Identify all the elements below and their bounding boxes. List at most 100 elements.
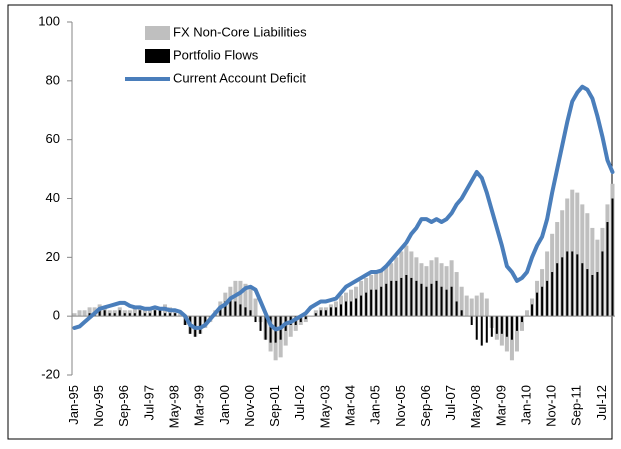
bar [375, 289, 378, 317]
bar [459, 286, 464, 317]
bar [319, 310, 322, 317]
bar [345, 301, 348, 317]
bar [385, 283, 388, 317]
bar [479, 292, 484, 317]
bar [520, 316, 523, 323]
x-tick-label: Jul-12 [594, 385, 609, 420]
bar [127, 310, 132, 317]
bar [556, 263, 559, 317]
bar [128, 313, 131, 317]
bar [435, 280, 438, 317]
x-tick-label: May-98 [167, 385, 182, 428]
bar [445, 289, 448, 317]
bar [224, 301, 227, 317]
bar [546, 280, 549, 317]
x-tick-label: May-08 [468, 385, 483, 428]
y-tick-label: 0 [53, 308, 60, 323]
bar [531, 304, 534, 317]
bar [248, 286, 253, 317]
bar [380, 286, 383, 317]
x-tick-label: Sep-96 [116, 385, 131, 427]
y-tick-label: 40 [46, 190, 60, 205]
x-tick-label: Nov-00 [242, 385, 257, 427]
x-tick-label: Mar-04 [342, 385, 357, 426]
bar [324, 310, 327, 317]
x-tick-label: Jul-07 [443, 385, 458, 420]
bar [541, 286, 544, 317]
x-tick-label: Sep-06 [418, 385, 433, 427]
y-tick-label: 100 [38, 13, 60, 28]
bar [500, 316, 503, 334]
x-tick-label: Jan-00 [217, 385, 232, 425]
legend-label: Portfolio Flows [173, 47, 259, 62]
x-tick-label: May-03 [317, 385, 332, 428]
x-tick-label: Jan-05 [368, 385, 383, 425]
bar [103, 310, 106, 317]
bar [122, 310, 127, 317]
legend-swatch [145, 26, 170, 40]
bar [259, 316, 262, 331]
bar [474, 295, 479, 317]
bar [455, 301, 458, 317]
bar [415, 280, 418, 317]
bar [138, 310, 141, 317]
bar [113, 313, 116, 317]
bar [147, 310, 152, 317]
bar [234, 301, 237, 317]
bar [420, 283, 423, 317]
bar [269, 316, 272, 343]
x-tick-label: Sep-11 [569, 385, 584, 426]
legend-label: Current Account Deficit [173, 70, 306, 85]
x-tick-label: Nov-10 [544, 385, 559, 427]
bar [360, 295, 363, 317]
bar [580, 204, 585, 317]
bar [264, 316, 267, 340]
bar [158, 310, 161, 317]
bar [536, 292, 539, 317]
bar [77, 310, 82, 317]
y-tick-label: -20 [41, 366, 60, 381]
bar [253, 298, 258, 317]
bar [454, 272, 459, 317]
bar [133, 313, 136, 317]
x-tick-label: Jul-97 [141, 385, 156, 420]
bar [148, 313, 151, 317]
bar [480, 316, 483, 346]
bar [229, 298, 232, 317]
bar [450, 286, 453, 317]
bar [591, 274, 594, 317]
bar [395, 280, 398, 317]
bar [204, 316, 207, 325]
bar [244, 307, 247, 317]
x-tick-label: Nov-05 [393, 385, 408, 427]
bar [108, 313, 111, 317]
bar [430, 283, 433, 317]
bar [238, 280, 243, 317]
bar [561, 257, 564, 317]
bar [576, 254, 579, 317]
bar [581, 263, 584, 317]
y-tick-label: 80 [46, 72, 60, 87]
x-tick-label: Mar-09 [493, 385, 508, 426]
x-tick-label: Jan-95 [66, 385, 81, 425]
bar [350, 301, 353, 317]
bar [400, 277, 403, 317]
bar [490, 316, 493, 337]
bar [606, 222, 609, 317]
bar [243, 283, 248, 317]
bar [82, 310, 87, 317]
bar [314, 313, 317, 317]
bar [510, 316, 513, 340]
bar [425, 286, 428, 317]
bar [390, 280, 393, 317]
bar [233, 280, 238, 317]
bar [551, 272, 554, 317]
bar [87, 307, 92, 317]
frame [7, 4, 613, 440]
bar [339, 304, 342, 317]
bar [173, 310, 178, 317]
bar [469, 298, 474, 317]
bar [585, 213, 590, 317]
x-tick-label: Jul-02 [292, 385, 307, 420]
bar [219, 307, 222, 317]
